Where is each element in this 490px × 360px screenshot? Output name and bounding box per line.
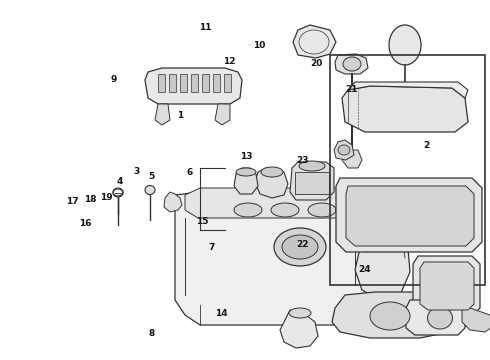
- Ellipse shape: [308, 203, 336, 217]
- Polygon shape: [215, 104, 230, 125]
- Polygon shape: [335, 54, 368, 74]
- Polygon shape: [348, 82, 468, 98]
- Bar: [169, 74, 176, 92]
- Ellipse shape: [338, 145, 350, 155]
- Polygon shape: [234, 168, 258, 194]
- Ellipse shape: [289, 308, 311, 318]
- Ellipse shape: [427, 307, 452, 329]
- Ellipse shape: [236, 168, 256, 176]
- Polygon shape: [334, 140, 354, 160]
- Text: 20: 20: [310, 58, 322, 68]
- Polygon shape: [342, 150, 362, 168]
- Text: 5: 5: [148, 172, 154, 181]
- Ellipse shape: [271, 203, 299, 217]
- Ellipse shape: [343, 57, 361, 71]
- Bar: [191, 74, 198, 92]
- Polygon shape: [155, 104, 170, 125]
- Text: 13: 13: [240, 152, 252, 161]
- Polygon shape: [420, 262, 474, 310]
- Ellipse shape: [282, 235, 318, 259]
- Polygon shape: [280, 310, 318, 348]
- Ellipse shape: [389, 25, 421, 65]
- Ellipse shape: [145, 185, 155, 194]
- Text: 12: 12: [223, 57, 236, 66]
- Text: 7: 7: [208, 243, 215, 252]
- Polygon shape: [413, 256, 480, 316]
- Text: 9: 9: [110, 76, 117, 85]
- Bar: [180, 74, 187, 92]
- Text: 22: 22: [296, 240, 309, 249]
- Text: 10: 10: [252, 40, 265, 49]
- Polygon shape: [255, 168, 288, 198]
- Polygon shape: [332, 292, 475, 338]
- Ellipse shape: [370, 302, 410, 330]
- Ellipse shape: [274, 228, 326, 266]
- Ellipse shape: [234, 203, 262, 217]
- Ellipse shape: [261, 167, 283, 177]
- Text: 2: 2: [423, 141, 429, 150]
- Text: 6: 6: [187, 167, 193, 176]
- Polygon shape: [342, 86, 468, 132]
- Polygon shape: [145, 68, 242, 104]
- Text: 1: 1: [177, 111, 183, 120]
- Polygon shape: [290, 162, 334, 200]
- Polygon shape: [164, 192, 182, 212]
- Ellipse shape: [299, 161, 325, 171]
- Text: 8: 8: [149, 328, 155, 338]
- Bar: [213, 74, 220, 92]
- Bar: [224, 74, 231, 92]
- Polygon shape: [355, 222, 410, 300]
- Text: 4: 4: [117, 177, 123, 186]
- Text: 24: 24: [359, 266, 371, 274]
- Bar: [158, 74, 165, 92]
- Polygon shape: [175, 190, 370, 325]
- Polygon shape: [293, 25, 336, 58]
- Polygon shape: [336, 178, 482, 252]
- Text: 15: 15: [196, 217, 208, 226]
- Polygon shape: [406, 300, 465, 335]
- Bar: [330, 55, 485, 285]
- Text: 11: 11: [198, 22, 211, 31]
- Polygon shape: [185, 188, 355, 218]
- Polygon shape: [462, 308, 490, 332]
- Bar: [202, 74, 209, 92]
- Text: 18: 18: [84, 195, 97, 204]
- Text: 21: 21: [345, 85, 358, 94]
- Text: 14: 14: [215, 309, 228, 318]
- Text: 19: 19: [100, 193, 113, 202]
- Text: 17: 17: [66, 197, 79, 206]
- Polygon shape: [346, 186, 474, 246]
- Text: 16: 16: [79, 219, 92, 228]
- Text: 23: 23: [296, 156, 309, 165]
- Text: 3: 3: [133, 167, 139, 176]
- Bar: [295, 172, 329, 194]
